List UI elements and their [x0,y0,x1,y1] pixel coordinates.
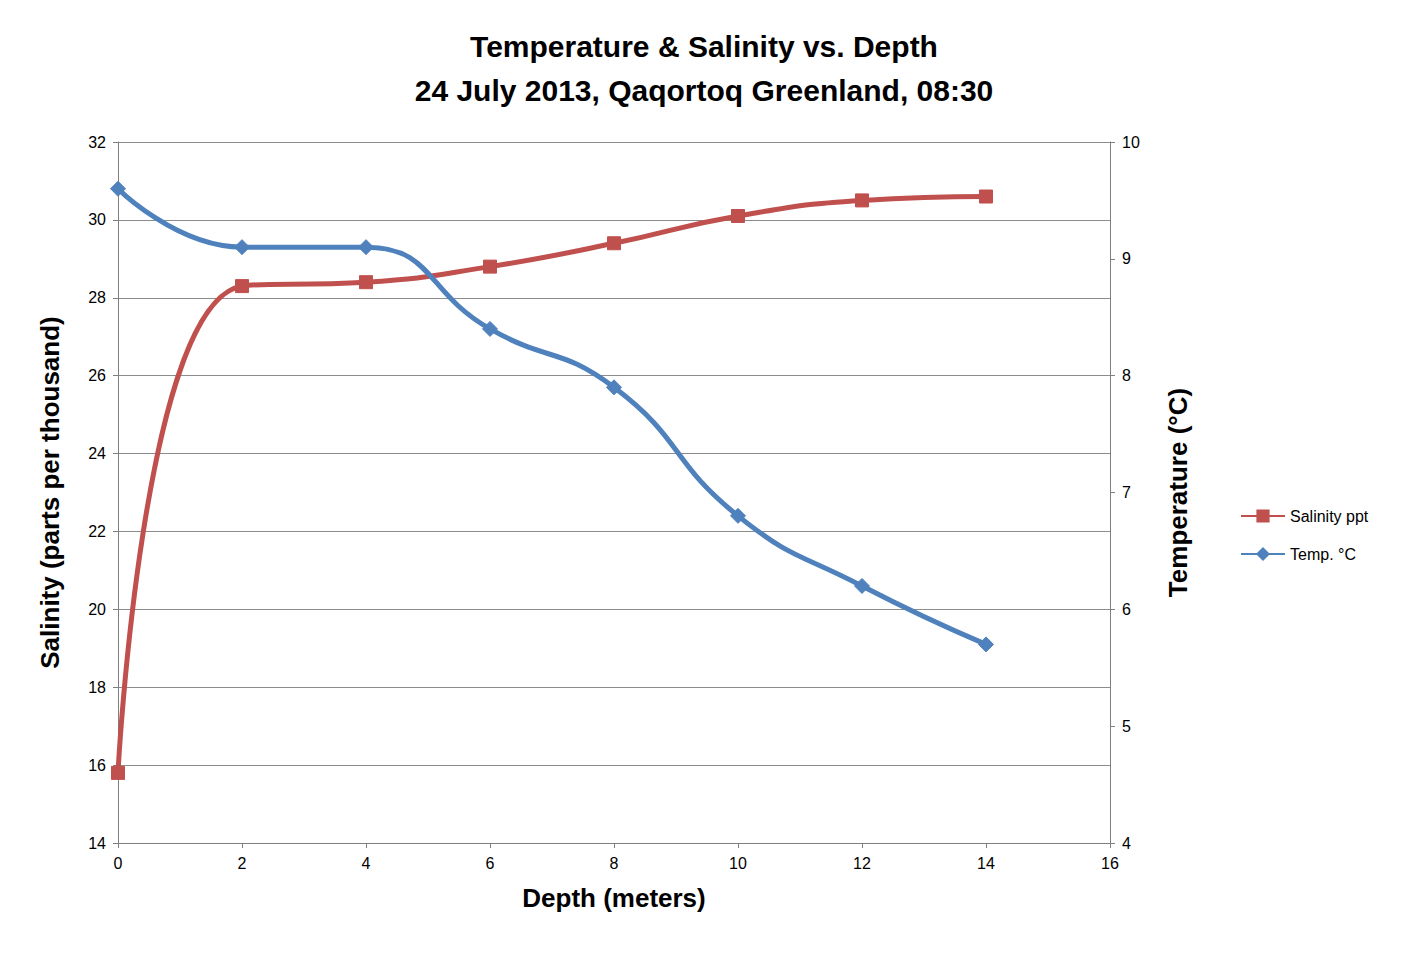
svg-text:8: 8 [1122,367,1131,384]
svg-text:14: 14 [977,855,995,872]
svg-text:22: 22 [88,523,106,540]
svg-text:Temperature & Salinity vs. Dep: Temperature & Salinity vs. Depth [470,30,938,63]
svg-text:7: 7 [1122,484,1131,501]
svg-text:6: 6 [486,855,495,872]
svg-text:26: 26 [88,367,106,384]
svg-text:10: 10 [1122,134,1140,151]
svg-text:16: 16 [1101,855,1119,872]
svg-text:24: 24 [88,445,106,462]
svg-text:24 July 2013, Qaqortoq Greenla: 24 July 2013, Qaqortoq Greenland, 08:30 [415,74,994,107]
svg-text:9: 9 [1122,250,1131,267]
svg-text:6: 6 [1122,601,1131,618]
svg-text:Temp. °C: Temp. °C [1290,546,1356,563]
svg-text:2: 2 [238,855,247,872]
svg-text:20: 20 [88,601,106,618]
svg-text:Salinity ppt: Salinity ppt [1290,508,1369,525]
svg-text:10: 10 [729,855,747,872]
svg-text:28: 28 [88,289,106,306]
svg-text:Depth (meters): Depth (meters) [522,883,705,913]
svg-text:Temperature (°C): Temperature (°C) [1163,388,1193,597]
svg-text:Salinity (parts per thousand): Salinity (parts per thousand) [35,316,65,669]
svg-text:4: 4 [1122,835,1131,852]
svg-text:14: 14 [88,835,106,852]
svg-text:12: 12 [853,855,871,872]
svg-text:4: 4 [362,855,371,872]
svg-text:32: 32 [88,134,106,151]
svg-text:16: 16 [88,757,106,774]
svg-text:30: 30 [88,211,106,228]
svg-text:5: 5 [1122,718,1131,735]
svg-text:0: 0 [114,855,123,872]
svg-text:18: 18 [88,679,106,696]
svg-text:8: 8 [610,855,619,872]
